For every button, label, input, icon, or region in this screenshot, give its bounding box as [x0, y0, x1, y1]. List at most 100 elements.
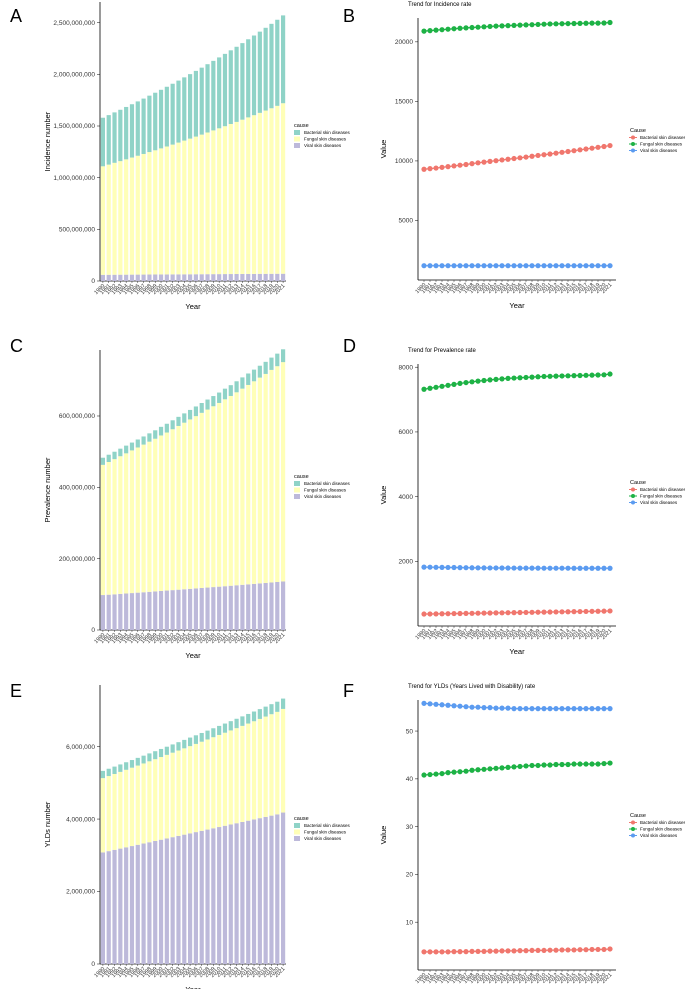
- bar-segment: [129, 846, 135, 964]
- panel-b: B Trend for Incidence rate 5000 10000 15000 2…: [343, 2, 685, 310]
- y-tick-label: 20000: [395, 39, 413, 46]
- bar-segment: [240, 43, 245, 120]
- y-tick-label: 400,000,000: [59, 485, 96, 492]
- data-point: [463, 263, 469, 269]
- legend-label: Bacterial skin diseases: [640, 135, 685, 140]
- data-point: [433, 27, 439, 33]
- data-point: [535, 565, 541, 571]
- bar-segment: [275, 701, 280, 712]
- bar-segment: [118, 274, 123, 281]
- data-point: [529, 609, 535, 615]
- data-point: [517, 22, 523, 28]
- bar-segment: [275, 366, 280, 582]
- bar-segment: [263, 110, 268, 274]
- bar-segment: [251, 583, 257, 630]
- bar-segment: [281, 349, 286, 363]
- data-point: [469, 704, 475, 710]
- bar-segment: [106, 274, 111, 281]
- bar-segment: [217, 734, 222, 828]
- bar-segment: [188, 274, 193, 281]
- bar-segment: [112, 773, 117, 850]
- bar-segment: [234, 718, 239, 729]
- data-point: [595, 608, 601, 614]
- bar-segment: [158, 148, 164, 275]
- data-point: [511, 565, 517, 571]
- data-point: [553, 21, 559, 27]
- bar-segment: [164, 86, 169, 147]
- bar-segment: [106, 768, 111, 777]
- bar-segment: [222, 388, 228, 400]
- data-point: [487, 610, 493, 616]
- data-point: [427, 28, 433, 34]
- data-point: [469, 379, 475, 385]
- legend-swatch: [631, 494, 635, 498]
- data-point: [559, 373, 565, 379]
- data-point: [505, 156, 511, 162]
- bar-segment: [193, 832, 198, 964]
- bar-segment: [228, 123, 233, 275]
- data-point: [511, 375, 517, 381]
- bar-segment: [106, 851, 111, 964]
- data-point: [589, 372, 595, 378]
- bar-segment: [205, 274, 210, 281]
- bar-segment: [129, 442, 135, 451]
- bar-segment: [147, 761, 152, 843]
- data-point: [607, 608, 613, 614]
- data-point: [529, 565, 535, 571]
- bar-segment: [141, 153, 146, 275]
- y-tick-label: 15000: [395, 99, 413, 106]
- bar-segment: [275, 581, 280, 630]
- data-point: [499, 948, 505, 954]
- data-point: [559, 149, 565, 155]
- bar-segment: [158, 426, 164, 436]
- bar-segment: [251, 35, 257, 116]
- bar-segment: [170, 144, 175, 275]
- data-point: [601, 565, 607, 571]
- bar-segment: [182, 422, 187, 590]
- data-point: [469, 610, 475, 616]
- data-point: [589, 565, 595, 571]
- data-point: [421, 166, 427, 172]
- bar-segment: [263, 816, 268, 964]
- data-point: [517, 706, 523, 712]
- bar-segment: [269, 23, 274, 109]
- bar-segment: [158, 748, 164, 758]
- bar-segment: [205, 739, 210, 830]
- bar-segment: [257, 31, 262, 113]
- data-point: [451, 610, 457, 617]
- bar-segment: [275, 711, 280, 815]
- data-point: [487, 565, 493, 571]
- y-tick-label: 1,000,000,000: [53, 175, 95, 182]
- bar-segment: [275, 19, 280, 106]
- data-point: [469, 565, 475, 571]
- data-point: [565, 761, 571, 768]
- y-tick-label: 2000: [399, 559, 414, 566]
- data-point: [541, 373, 547, 380]
- bar-segment: [251, 711, 257, 722]
- data-point: [565, 263, 571, 269]
- bar-segment: [275, 353, 280, 367]
- data-point: [463, 768, 469, 774]
- bar-segment: [281, 581, 286, 630]
- legend-swatch: [294, 143, 300, 148]
- bar-segment: [176, 274, 181, 281]
- data-point: [601, 608, 607, 614]
- data-point: [583, 761, 589, 767]
- bar-segment: [100, 595, 105, 630]
- bar-segment: [275, 273, 280, 281]
- data-point: [463, 25, 469, 31]
- x-axis-title: Year: [185, 651, 201, 660]
- data-point: [541, 947, 547, 954]
- data-point: [565, 20, 571, 27]
- bar-segment: [182, 589, 187, 630]
- bar-segment: [153, 591, 158, 630]
- data-point: [553, 947, 559, 953]
- data-point: [565, 565, 571, 571]
- data-point: [535, 706, 541, 712]
- bar-segment: [188, 833, 193, 964]
- data-point: [457, 949, 463, 955]
- bar-segment: [217, 57, 222, 129]
- bar-segment: [170, 429, 175, 591]
- bar-segment: [251, 819, 257, 964]
- legend-swatch: [294, 136, 300, 142]
